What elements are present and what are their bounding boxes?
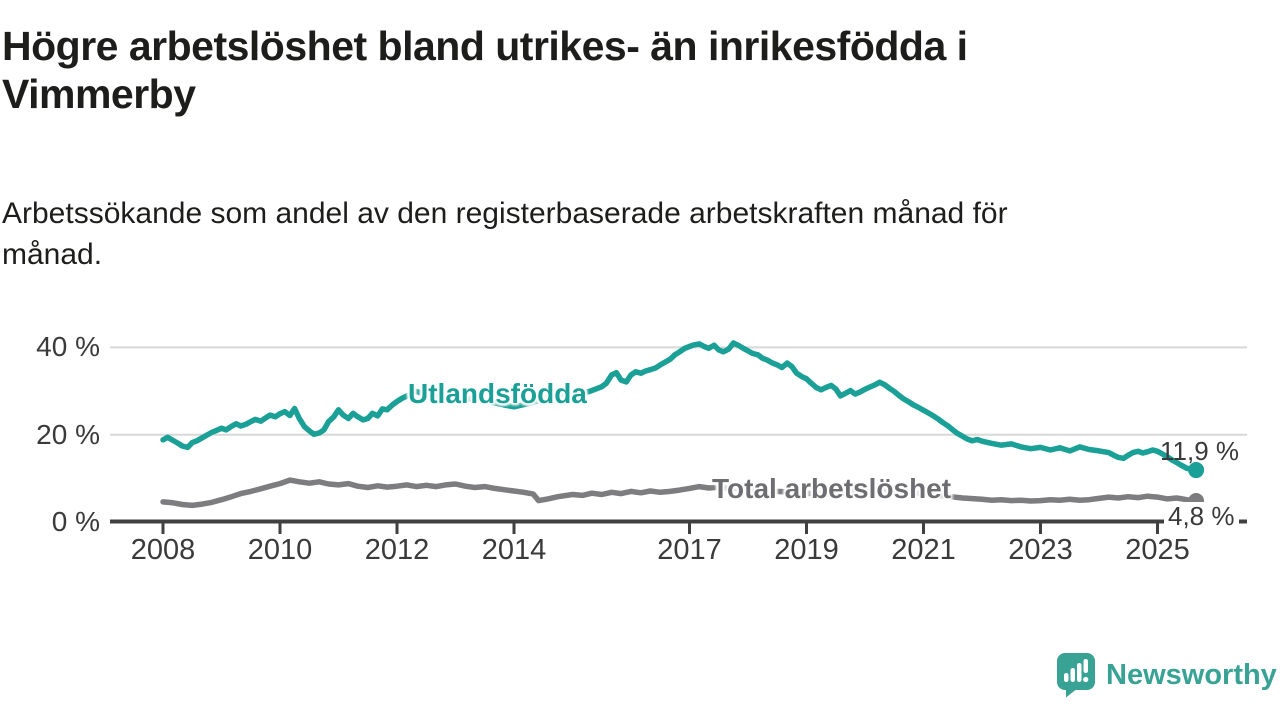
line-total-arbetsl-shet (160, 477, 1199, 509)
x-axis-label-2008: 2008 (130, 534, 196, 566)
x-axis-label-2023: 2023 (1008, 534, 1073, 566)
x-axis-label-2010: 2010 (247, 534, 313, 566)
page-title-line2: Vimmerby (2, 71, 196, 117)
chart-subtitle-line1: Arbetssökande som andel av den registerb… (2, 197, 1008, 230)
newsworthy-bubble-chart-icon (1057, 653, 1095, 698)
x-axis-label-2019: 2019 (774, 534, 839, 566)
x-axis-label-2017: 2017 (657, 534, 722, 566)
y-axis-label-40: 40 % (36, 331, 100, 363)
chart-subtitle: Arbetssökande som andel av den registerb… (2, 193, 1222, 275)
x-axis-label-2021: 2021 (891, 534, 956, 566)
end-dot-utlandsf-dda (1188, 462, 1205, 479)
series-label-total-arbetsloshet: Total arbetslöshet (712, 473, 952, 504)
x-axis-label-2014: 2014 (481, 534, 547, 566)
series-label-utlandsfodda: Utlandsfödda (408, 378, 587, 409)
y-axis-label-20: 20 % (36, 418, 100, 450)
end-value-label-total: 4,8 % (1164, 502, 1239, 530)
chart-subtitle-line2: månad. (2, 238, 103, 271)
end-value-label-utlandsfodda: 11,9 % (1160, 436, 1240, 466)
line-utlandsf-dda (160, 340, 1199, 473)
newsworthy-logo: Newsworthy (1056, 652, 1277, 698)
x-axis-label-2012: 2012 (364, 534, 430, 566)
page-title: Högre arbetslöshet bland utrikes- än inr… (2, 22, 1202, 118)
y-axis-label-0: 0 % (51, 506, 100, 537)
newsworthy-wordmark: Newsworthy (1106, 659, 1277, 691)
x-axis-label-2025: 2025 (1125, 534, 1190, 566)
page-title-line1: Högre arbetslöshet bland utrikes- än inr… (2, 23, 968, 69)
